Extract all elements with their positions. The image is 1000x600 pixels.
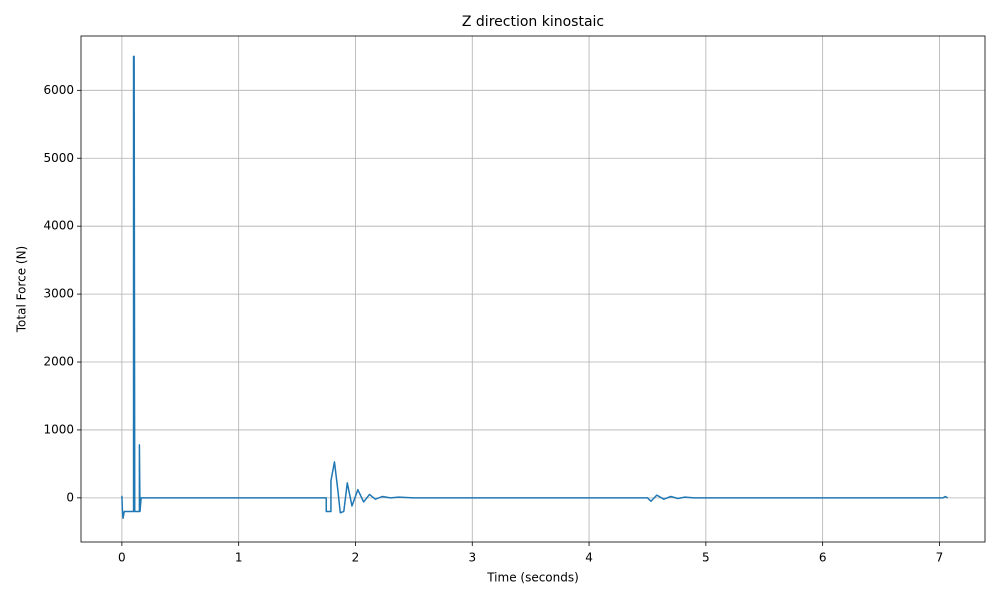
x-tick-label: 1 [235,551,243,565]
data-line [121,55,949,519]
x-tick-label: 7 [936,551,944,565]
y-tick-label: 0 [66,490,74,504]
y-tick-label: 4000 [43,219,74,233]
y-tick-label: 5000 [43,151,74,165]
x-tick-label: 4 [585,551,593,565]
x-tick-label: 2 [352,551,360,565]
x-tick-label: 3 [468,551,476,565]
chart-title: Z direction kinostaic [462,14,604,30]
x-axis-label: Time (seconds) [486,571,579,585]
y-tick-label: 3000 [43,287,74,301]
x-tick-label: 5 [702,551,710,565]
plot-frame [80,35,986,543]
y-axis-label: Total Force (N) [15,246,29,333]
x-tick-label: 0 [118,551,126,565]
y-tick-label: 1000 [43,422,74,436]
y-tick-label: 2000 [43,355,74,369]
x-tick-label: 6 [819,551,827,565]
y-tick-label: 6000 [43,83,74,97]
